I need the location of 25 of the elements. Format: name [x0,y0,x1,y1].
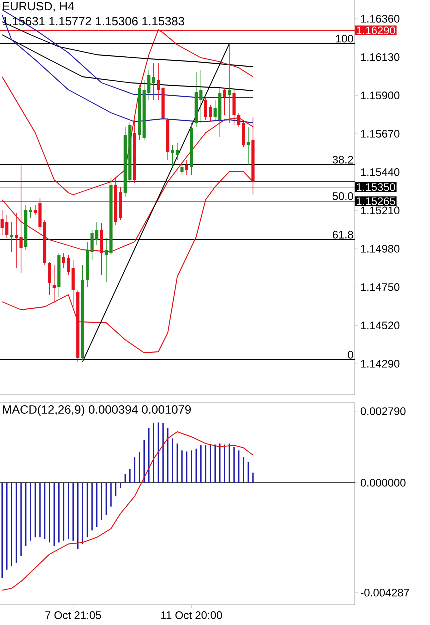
y-tick-label: 1.14980 [361,245,400,253]
y-tick-label: 0.000000 [360,479,406,487]
chart-title: EURUSD, H4 [3,2,74,12]
annotation: 38.2 [332,156,354,164]
y-tick-label: 1.15900 [361,92,400,100]
y-tick-label: 1.14520 [361,322,400,330]
y-tick-label: 1.16130 [361,53,400,62]
y-tick-label: 0.002790 [360,408,406,416]
y-tick-label: 1.16360 [361,15,400,23]
annotation: 0 [348,351,354,359]
ref-line-label: 1.15265 [357,198,396,206]
y-tick-label: -0.004287 [361,589,410,597]
y-tick-label: 1.14750 [361,283,400,292]
y-tick-label: 1.15440 [361,168,400,176]
y-tick-label: 1.15670 [361,130,400,138]
y-tick-label: 1.14290 [361,360,400,368]
annotation: 50.0 [332,192,354,200]
y-tick-label: 1.15210 [361,206,400,215]
chart-title: MACD(12,26,9) 0.000394 0.001079 [3,405,192,416]
annotation: 100 [336,35,354,43]
ref-line-label: 1.15350 [357,183,396,192]
x-tick-label: 7 Oct 21:05 [46,612,102,620]
annotation: 61.8 [333,231,354,239]
ref-line-label: 1.16290 [357,26,396,35]
x-tick-label: 11 Oct 20:00 [162,612,222,620]
